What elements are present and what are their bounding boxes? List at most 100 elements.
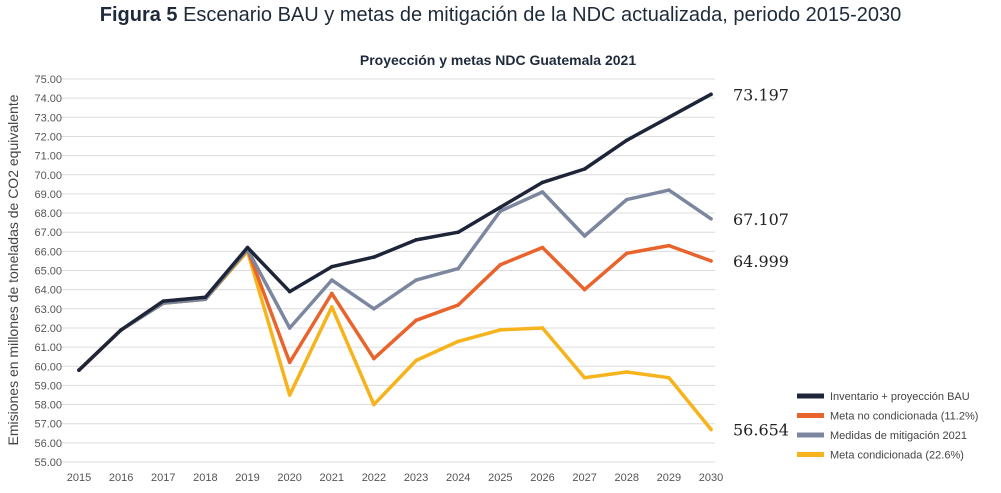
x-tick-label: 2026 xyxy=(530,472,554,484)
legend: Inventario + proyección BAU Meta no condi… xyxy=(797,391,978,462)
data-point xyxy=(624,251,629,256)
data-point xyxy=(414,238,418,242)
data-point xyxy=(203,295,208,300)
x-tick-label: 2028 xyxy=(614,472,638,484)
x-tick-label: 2030 xyxy=(699,472,723,484)
y-tick-label: 67.00 xyxy=(34,227,62,239)
data-point xyxy=(330,305,334,309)
x-tick-label: 2019 xyxy=(235,472,259,484)
data-point xyxy=(287,393,292,397)
data-point xyxy=(540,190,545,194)
data-point xyxy=(119,328,123,332)
data-point xyxy=(372,307,376,311)
series-line-0 xyxy=(77,92,713,372)
data-point xyxy=(372,255,376,259)
y-tick-label: 75.00 xyxy=(34,74,62,86)
data-point xyxy=(77,368,81,372)
x-tick-label: 2018 xyxy=(193,472,217,484)
y-tick-label: 56.00 xyxy=(34,438,62,450)
data-point xyxy=(667,188,671,192)
y-axis-label: Emisiones en millones de toneladas de CO… xyxy=(5,94,21,445)
legend-entry: Meta condicionada (22.6%) xyxy=(830,450,964,462)
y-tick-label: 71.00 xyxy=(34,151,62,163)
data-point xyxy=(330,278,334,282)
x-tick-label: 2021 xyxy=(320,472,344,484)
data-point xyxy=(582,167,587,171)
y-tick-label: 61.00 xyxy=(34,342,62,354)
y-tick-label: 62.00 xyxy=(34,323,62,335)
legend-entry: Medidas de mitigación 2021 xyxy=(830,430,967,442)
data-point xyxy=(456,339,461,344)
y-tick-label: 65.00 xyxy=(34,266,62,278)
figure-title: Figura 5 Escenario BAU y metas de mitiga… xyxy=(0,4,1001,27)
data-point xyxy=(667,115,671,120)
data-point xyxy=(667,243,671,248)
data-point xyxy=(624,138,629,143)
x-tick-label: 2016 xyxy=(109,472,133,484)
y-tick-label: 59.00 xyxy=(34,380,62,392)
x-tick-label: 2025 xyxy=(488,472,512,484)
data-point xyxy=(372,402,376,407)
data-point xyxy=(372,356,376,361)
end-label-2: 67.107 xyxy=(733,210,789,229)
y-axis-ticks: 55.00 56.00 57.00 58.00 59.00 60.00 61.00 62.00… xyxy=(34,74,62,469)
y-tick-label: 74.00 xyxy=(34,93,62,105)
y-tick-label: 57.00 xyxy=(34,419,62,431)
series-lines xyxy=(77,92,713,432)
end-label-1: 64.999 xyxy=(733,252,789,271)
y-tick-label: 66.00 xyxy=(34,246,62,258)
data-point xyxy=(582,287,587,292)
x-tick-label: 2024 xyxy=(446,472,470,484)
data-point xyxy=(498,328,503,332)
data-point xyxy=(709,259,713,263)
data-point xyxy=(456,266,461,271)
y-tick-label: 63.00 xyxy=(34,304,62,316)
figure-caption: Escenario BAU y metas de mitigación de l… xyxy=(177,4,902,26)
legend-entry: Meta no condicionada (11.2%) xyxy=(830,411,978,423)
chart-title: Proyección y metas NDC Guatemala 2021 xyxy=(360,52,636,68)
data-point xyxy=(330,291,334,296)
y-tick-label: 55.00 xyxy=(34,457,62,469)
end-labels: 73.197 64.999 67.107 56.654 xyxy=(733,85,789,439)
data-point xyxy=(540,326,545,330)
x-tick-label: 2029 xyxy=(657,472,681,484)
data-point xyxy=(498,262,503,267)
data-point xyxy=(709,92,713,97)
data-point xyxy=(624,370,629,374)
x-tick-label: 2017 xyxy=(151,472,175,484)
data-point xyxy=(414,278,418,282)
y-tick-label: 60.00 xyxy=(34,361,62,373)
data-point xyxy=(582,234,587,238)
y-tick-label: 68.00 xyxy=(34,208,62,220)
data-point xyxy=(330,264,334,269)
data-point xyxy=(161,299,166,303)
data-point xyxy=(709,427,713,432)
x-axis-ticks: 2015 2016 2017 2018 2019 2020 2021 2022 2023 2024… xyxy=(67,472,723,484)
y-tick-label: 72.00 xyxy=(34,131,62,143)
y-tick-label: 69.00 xyxy=(34,189,62,201)
data-point xyxy=(624,197,629,202)
data-point xyxy=(287,360,292,365)
data-point xyxy=(245,245,250,250)
y-tick-label: 58.00 xyxy=(34,400,62,412)
y-tick-label: 64.00 xyxy=(34,285,62,297)
figure-label: Figura 5 xyxy=(99,4,178,26)
data-point xyxy=(582,375,587,380)
x-tick-label: 2023 xyxy=(404,472,428,484)
data-point xyxy=(287,326,292,330)
end-label-3: 56.654 xyxy=(733,420,789,439)
data-point xyxy=(498,209,503,213)
grid xyxy=(61,78,715,463)
x-tick-label: 2020 xyxy=(277,472,301,484)
data-point xyxy=(287,289,292,294)
data-point xyxy=(498,205,503,210)
data-point xyxy=(667,375,671,380)
data-point xyxy=(456,303,461,307)
data-point xyxy=(540,180,545,185)
series-line-1 xyxy=(77,243,713,372)
x-tick-label: 2015 xyxy=(67,472,91,484)
end-label-0: 73.197 xyxy=(733,85,789,104)
y-tick-label: 70.00 xyxy=(34,170,62,182)
x-tick-label: 2027 xyxy=(572,472,596,484)
